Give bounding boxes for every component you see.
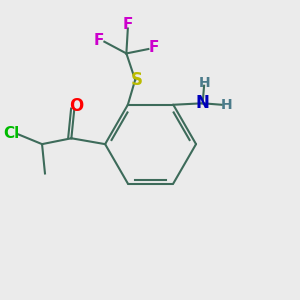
- Text: H: H: [220, 98, 232, 112]
- Text: O: O: [69, 97, 83, 115]
- Text: F: F: [148, 40, 159, 55]
- Text: S: S: [130, 71, 142, 89]
- Text: F: F: [94, 33, 104, 48]
- Text: N: N: [196, 94, 210, 112]
- Text: F: F: [123, 16, 133, 32]
- Text: H: H: [198, 76, 210, 90]
- Text: Cl: Cl: [4, 126, 20, 141]
